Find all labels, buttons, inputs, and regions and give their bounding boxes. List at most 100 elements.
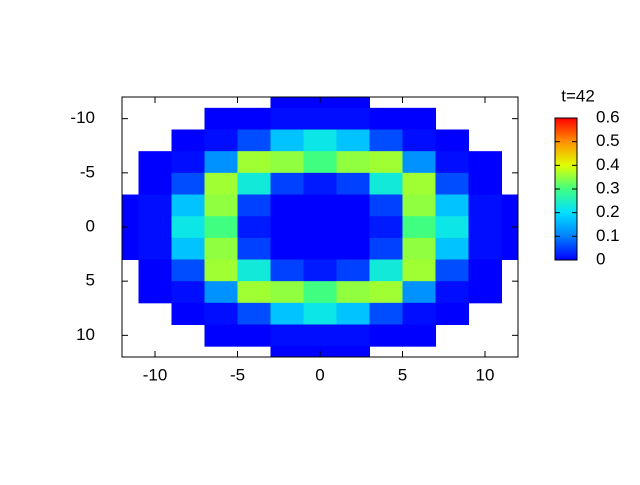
heat-cell bbox=[303, 237, 337, 260]
heat-cell bbox=[270, 107, 304, 130]
heatmap bbox=[122, 97, 519, 358]
heat-cell bbox=[138, 216, 172, 239]
heat-cell bbox=[336, 129, 370, 152]
heat-cell bbox=[204, 107, 238, 130]
heat-cell bbox=[270, 97, 304, 109]
heat-cell bbox=[369, 107, 403, 130]
heat-cell bbox=[122, 216, 139, 239]
heat-cell bbox=[122, 194, 139, 217]
heat-cell bbox=[237, 302, 271, 325]
x-tick-label: 10 bbox=[476, 365, 495, 384]
heat-cell bbox=[336, 281, 370, 304]
heat-cell bbox=[468, 259, 502, 282]
heat-cell bbox=[501, 216, 519, 239]
heat-cell bbox=[435, 259, 469, 282]
colorbar-tick-label: 0.1 bbox=[596, 226, 620, 245]
heat-cell bbox=[402, 237, 436, 260]
heat-cell bbox=[237, 151, 271, 174]
heat-cell bbox=[303, 259, 337, 282]
heat-cell bbox=[336, 237, 370, 260]
heat-cell bbox=[204, 259, 238, 282]
heat-cell bbox=[336, 216, 370, 239]
heat-cell bbox=[468, 151, 502, 174]
heat-cell bbox=[237, 216, 271, 239]
heat-cell bbox=[303, 324, 337, 347]
heat-cell bbox=[468, 216, 502, 239]
heat-cell bbox=[171, 151, 205, 174]
colorbar-tick-label: 0 bbox=[596, 249, 605, 268]
heat-cell bbox=[237, 281, 271, 304]
heat-cell bbox=[336, 97, 370, 109]
heat-cell bbox=[402, 324, 436, 347]
heat-cell bbox=[171, 281, 205, 304]
heat-cell bbox=[336, 302, 370, 325]
heat-cell bbox=[468, 237, 502, 260]
heat-cell bbox=[122, 237, 139, 260]
heat-cell bbox=[435, 151, 469, 174]
heat-cell bbox=[171, 216, 205, 239]
heat-cell bbox=[237, 237, 271, 260]
heat-cell bbox=[138, 194, 172, 217]
heat-cell bbox=[237, 324, 271, 347]
colorbar-tick-label: 0.4 bbox=[596, 155, 620, 174]
heat-cell bbox=[336, 194, 370, 217]
heat-cell bbox=[270, 129, 304, 152]
heat-cell bbox=[237, 194, 271, 217]
heat-cell bbox=[402, 281, 436, 304]
heat-cell bbox=[270, 324, 304, 347]
x-tick-label: 5 bbox=[398, 365, 407, 384]
heat-cell bbox=[204, 281, 238, 304]
heat-cell bbox=[138, 237, 172, 260]
heat-cell bbox=[303, 302, 337, 325]
heat-cell bbox=[138, 259, 172, 282]
heat-cell bbox=[336, 107, 370, 130]
heat-cell bbox=[336, 324, 370, 347]
heat-cell bbox=[204, 194, 238, 217]
x-tick-label: -5 bbox=[230, 365, 245, 384]
heat-cell bbox=[204, 302, 238, 325]
heat-cell bbox=[204, 324, 238, 347]
heat-cell bbox=[369, 194, 403, 217]
heat-cell bbox=[402, 129, 436, 152]
colorbar-tick-label: 0.5 bbox=[596, 131, 620, 150]
heat-cell bbox=[171, 172, 205, 195]
heat-cell bbox=[435, 172, 469, 195]
heat-cell bbox=[369, 281, 403, 304]
heat-cell bbox=[303, 107, 337, 130]
heat-cell bbox=[435, 216, 469, 239]
heat-cell bbox=[270, 302, 304, 325]
heat-cell bbox=[369, 302, 403, 325]
heat-cell bbox=[336, 172, 370, 195]
heat-cell bbox=[402, 172, 436, 195]
heat-cell bbox=[468, 281, 502, 304]
heat-cell bbox=[303, 172, 337, 195]
heat-cell bbox=[237, 129, 271, 152]
heat-cell bbox=[303, 281, 337, 304]
heat-cell bbox=[369, 237, 403, 260]
heat-cell bbox=[501, 194, 519, 217]
heat-cell bbox=[369, 324, 403, 347]
heat-cell bbox=[237, 259, 271, 282]
heat-cell bbox=[369, 259, 403, 282]
heat-cell bbox=[237, 107, 271, 130]
heat-cell bbox=[204, 237, 238, 260]
heat-cell bbox=[468, 172, 502, 195]
heat-cell bbox=[336, 259, 370, 282]
heat-cell bbox=[270, 346, 304, 358]
heat-cell bbox=[435, 194, 469, 217]
heat-cell bbox=[468, 194, 502, 217]
heat-cell bbox=[270, 237, 304, 260]
heat-cell bbox=[204, 151, 238, 174]
heat-cell bbox=[369, 129, 403, 152]
heat-cell bbox=[435, 129, 469, 152]
heat-cell bbox=[303, 151, 337, 174]
colorbar-tick-label: 0.6 bbox=[596, 107, 620, 126]
heat-cell bbox=[270, 281, 304, 304]
heat-cell bbox=[204, 172, 238, 195]
heat-cell bbox=[171, 129, 205, 152]
heat-cell bbox=[369, 216, 403, 239]
heat-cell bbox=[171, 259, 205, 282]
heat-cell bbox=[138, 151, 172, 174]
heat-cell bbox=[303, 194, 337, 217]
